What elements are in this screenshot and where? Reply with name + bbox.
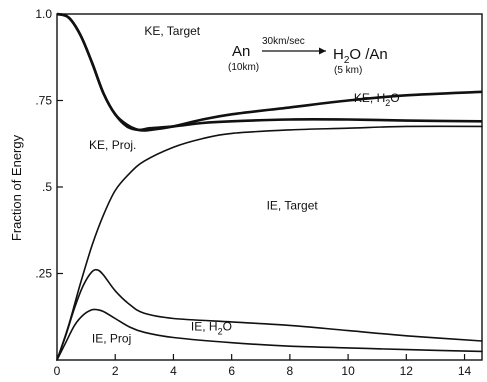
series-line-4 [56,268,483,361]
region-label: IE, Proj [92,332,131,346]
x-tick-label: 8 [287,364,294,378]
x-tick-label: 14 [458,364,472,378]
reaction-equation: An (10km) 30km/sec H2O /An (5 km) [228,36,388,76]
equation-right-size: (5 km) [334,65,362,76]
region-label-text: KE, Proj. [89,138,136,152]
y-axis-label: Fraction of Energy [9,134,24,241]
region-label-text: KE, Target [144,24,200,38]
x-tick-label: 12 [400,364,414,378]
x-tick-label: 6 [228,364,235,378]
region-label: IE, H2O [191,320,232,337]
region-label-subscript: 2 [218,327,223,337]
y-tick-label: .5 [42,180,52,194]
equation-right-sub: 2 [344,55,350,66]
equation-right: H2O /An [333,46,388,66]
equation-arrow-label: 30km/sec [262,36,305,47]
equation-right-h: H [333,46,344,63]
x-tick-label: 4 [170,364,177,378]
data-curves [56,12,483,361]
region-label: KE, Target [144,24,200,38]
series-line-3 [56,125,483,361]
region-label-text: KE, H [354,91,385,105]
region-label-text: IE, Proj [92,332,131,346]
equation-right-tail: O /An [349,46,387,63]
y-tick-label: 1.0 [35,7,52,21]
region-label-text: IE, Target [267,198,319,212]
series-line-5 [56,308,483,361]
y-tick-label: .25 [35,267,52,281]
x-tick-label: 0 [54,364,61,378]
region-label: IE, Target [267,198,319,212]
x-tick-label: 10 [341,364,355,378]
series-line-1 [56,12,483,132]
region-label-tail: O [223,320,232,334]
region-label: KE, H2O [354,91,400,108]
equation-left: An [232,43,250,60]
region-label-subscript: 2 [385,98,390,108]
x-tick-label: 2 [112,364,119,378]
equation-left-size: (10km) [228,62,259,73]
region-label: KE, Proj. [89,138,136,152]
series-line-2 [56,12,483,132]
region-label-tail: O [390,91,399,105]
plot-frame [56,13,483,361]
region-label-text: IE, H [191,320,218,334]
y-tick-label: .75 [35,94,52,108]
reaction-arrow-head [319,47,326,55]
axis-ticks: 0 2 4 6 8 10 12 14 .25 .5 .75 1.0 [35,7,471,378]
